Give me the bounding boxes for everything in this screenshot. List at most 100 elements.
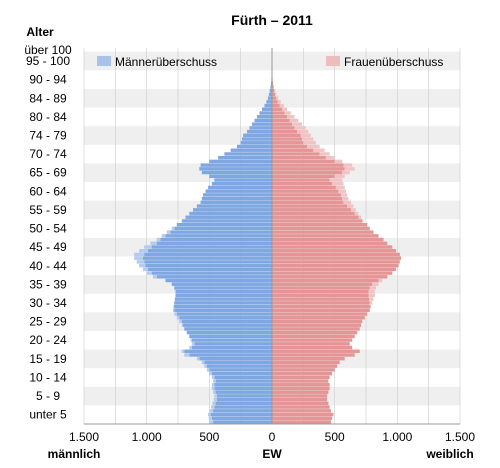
female-surplus-bar bbox=[282, 107, 288, 111]
x-tick-label: 1.500 bbox=[69, 430, 99, 444]
female-bar bbox=[272, 301, 370, 305]
female-surplus-bar bbox=[294, 126, 306, 130]
male-bar bbox=[269, 88, 272, 93]
female-bar bbox=[272, 390, 329, 394]
female-surplus-bar bbox=[343, 163, 353, 167]
male-bar bbox=[144, 260, 272, 264]
female-bar bbox=[272, 308, 370, 313]
female-surplus-bar bbox=[369, 286, 377, 290]
female-bar bbox=[272, 107, 283, 111]
male-surplus-bar bbox=[201, 360, 205, 365]
male-bar bbox=[145, 263, 272, 268]
female-bar bbox=[272, 133, 301, 138]
age-tick-label: 60 - 64 bbox=[29, 184, 67, 198]
female-bar bbox=[272, 263, 399, 268]
female-bar bbox=[272, 353, 355, 357]
female-bar bbox=[272, 211, 355, 216]
male-bar bbox=[183, 323, 272, 327]
male-bar bbox=[268, 92, 272, 97]
male-bar bbox=[185, 215, 272, 219]
male-bar bbox=[241, 137, 272, 141]
female-bar bbox=[272, 118, 290, 123]
legend-male: Männerüberschuss bbox=[97, 55, 217, 69]
female-bar bbox=[272, 304, 371, 309]
female-surplus-bar bbox=[368, 289, 375, 294]
female-bar bbox=[272, 178, 330, 182]
female-bar bbox=[272, 141, 304, 145]
female-bar bbox=[272, 416, 333, 420]
female-surplus-bar bbox=[302, 137, 314, 141]
legend-male-swatch bbox=[97, 56, 111, 66]
female-bar bbox=[272, 241, 388, 246]
male-bar bbox=[214, 383, 272, 387]
female-bar bbox=[272, 103, 280, 108]
female-bar bbox=[272, 122, 293, 126]
male-bar bbox=[230, 148, 272, 152]
male-bar bbox=[175, 289, 272, 294]
male-surplus-bar bbox=[176, 316, 180, 320]
male-bar bbox=[199, 356, 272, 361]
male-bar bbox=[249, 126, 272, 130]
x-tick-label: 1.000 bbox=[382, 430, 412, 444]
male-bar bbox=[205, 189, 272, 193]
female-bar bbox=[272, 286, 370, 290]
male-surplus-bar bbox=[134, 256, 143, 260]
male-bar bbox=[215, 401, 272, 406]
female-bar bbox=[272, 330, 358, 335]
male-bar bbox=[176, 312, 272, 316]
male-surplus-bar bbox=[213, 390, 216, 394]
age-tick-label: 84 - 89 bbox=[29, 91, 67, 105]
female-surplus-bar bbox=[335, 185, 345, 190]
age-tick-label: 90 - 94 bbox=[29, 73, 67, 87]
male-bar bbox=[214, 178, 272, 182]
male-bar bbox=[209, 174, 272, 178]
male-surplus-bar bbox=[213, 379, 216, 383]
female-surplus-bar bbox=[292, 122, 303, 126]
male-bar bbox=[174, 226, 272, 231]
female-surplus-bar bbox=[275, 92, 277, 97]
age-tick-label: 30 - 34 bbox=[29, 296, 67, 310]
female-surplus-bar bbox=[378, 278, 383, 283]
female-bar bbox=[272, 364, 338, 368]
male-surplus-bar bbox=[209, 371, 212, 376]
male-bar bbox=[236, 144, 272, 149]
x-tick-label: 1.000 bbox=[132, 430, 162, 444]
male-bar bbox=[170, 230, 272, 234]
female-bar bbox=[272, 137, 303, 141]
female-surplus-bar bbox=[350, 208, 356, 212]
male-bar bbox=[216, 394, 272, 398]
female-surplus-bar bbox=[289, 118, 299, 123]
male-bar bbox=[211, 182, 272, 186]
female-bar bbox=[272, 85, 274, 89]
female-surplus-bar bbox=[313, 148, 325, 152]
male-bar bbox=[256, 115, 272, 119]
female-bar bbox=[272, 200, 344, 205]
female-bar bbox=[272, 115, 288, 119]
male-surplus-bar bbox=[196, 356, 200, 361]
male-bar bbox=[204, 360, 272, 365]
female-bar bbox=[272, 271, 393, 275]
male-surplus-bar bbox=[134, 252, 145, 257]
male-bar bbox=[151, 271, 272, 275]
female-surplus-bar bbox=[342, 170, 350, 175]
male-bar bbox=[165, 234, 272, 238]
female-bar bbox=[272, 230, 374, 234]
female-bar bbox=[272, 297, 370, 301]
male-bar bbox=[214, 405, 272, 409]
female-bar bbox=[272, 208, 351, 212]
x-tick-labels: 1.500 1.000 500 0 500 1.000 1.500 bbox=[69, 430, 475, 444]
male-surplus-bar bbox=[144, 245, 152, 249]
female-surplus-bar bbox=[297, 129, 309, 134]
female-surplus-bar bbox=[338, 189, 346, 193]
male-bar bbox=[189, 334, 272, 339]
female-bar bbox=[272, 289, 369, 294]
male-surplus-bar bbox=[146, 271, 152, 275]
female-bar bbox=[272, 237, 384, 242]
female-surplus-bar bbox=[307, 144, 320, 149]
female-surplus-bar bbox=[334, 159, 343, 164]
legend-female-swatch bbox=[326, 56, 340, 66]
age-tick-label: 55 - 59 bbox=[29, 203, 67, 217]
female-bar bbox=[272, 222, 368, 227]
female-bar bbox=[272, 368, 335, 372]
male-bar bbox=[211, 416, 272, 420]
